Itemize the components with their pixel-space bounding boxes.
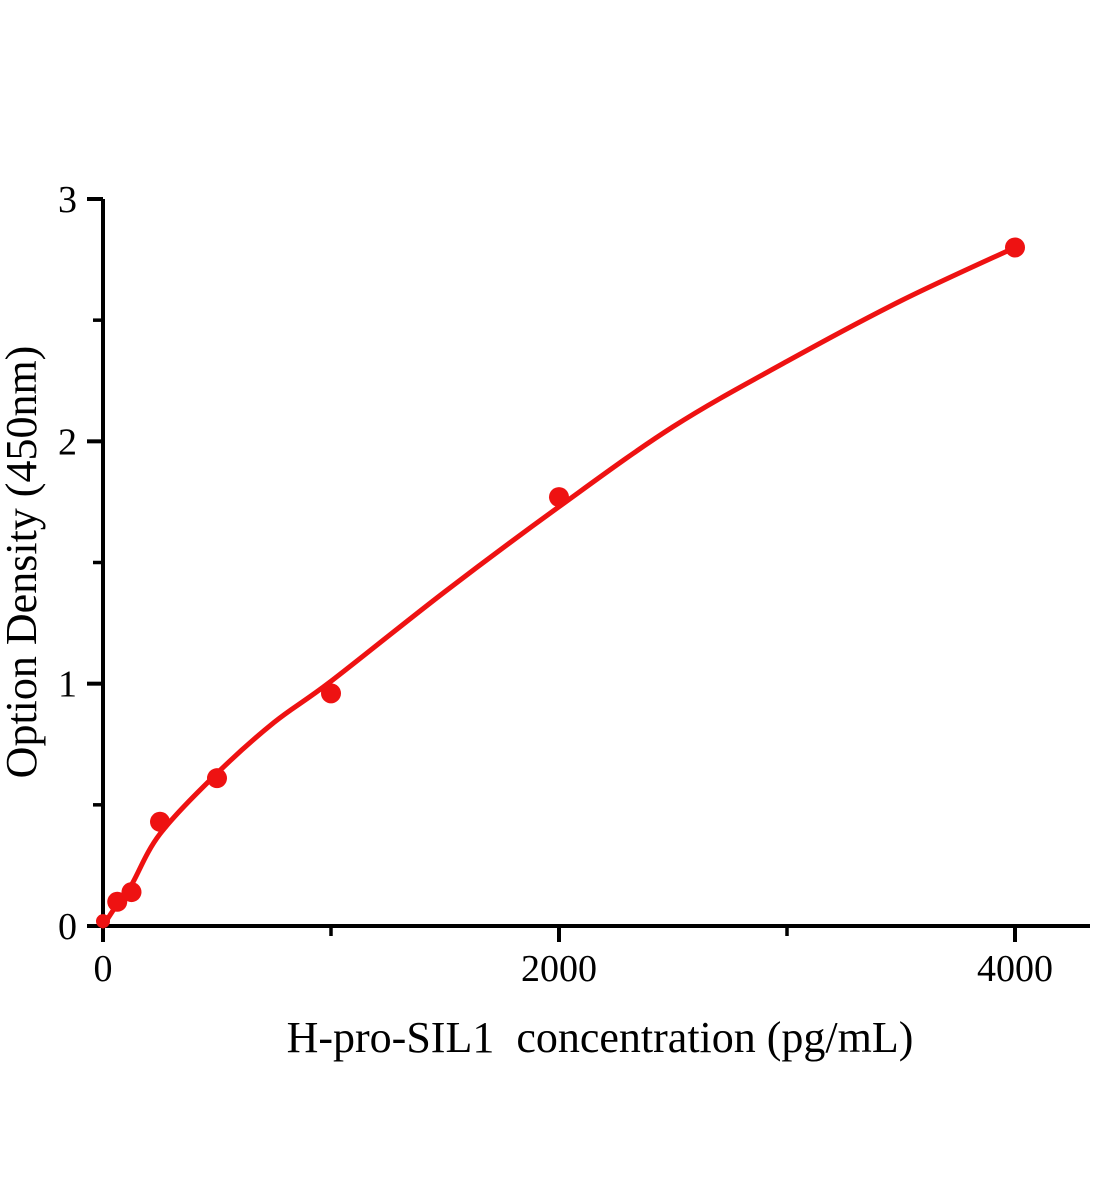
x-tick-label: 2000 <box>521 948 597 990</box>
data-point <box>150 811 170 832</box>
x-tick-label: 0 <box>94 948 113 990</box>
x-tick-label: 4000 <box>977 948 1053 990</box>
plot-area: 0 2000 4000 0 1 2 3 <box>58 179 1090 990</box>
data-point <box>107 891 128 912</box>
y-tick-label: 0 <box>58 906 77 948</box>
y-tick-label: 3 <box>58 179 77 221</box>
data-point <box>321 683 341 704</box>
y-tick-label: 2 <box>58 421 77 463</box>
data-point <box>96 914 110 929</box>
fitted-curve-line <box>100 244 1018 929</box>
y-axis-title: Option Density (450nm) <box>0 346 46 779</box>
x-axis-title: H-pro-SIL1 concentration (pg/mL) <box>287 1013 914 1062</box>
data-point <box>121 882 142 903</box>
data-point <box>207 768 227 789</box>
data-point <box>549 487 569 508</box>
data-point <box>1005 237 1025 258</box>
y-tick-label: 1 <box>58 664 77 706</box>
